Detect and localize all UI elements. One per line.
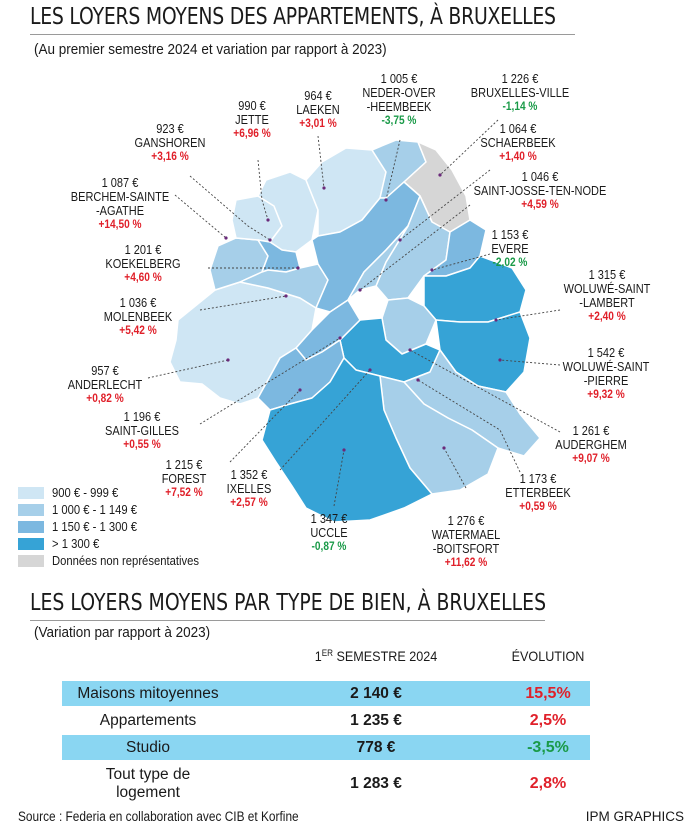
label-laeken: 964 € LAEKEN +3,01 % — [296, 89, 340, 130]
label-bruxelles-ville: 1 226 € BRUXELLES-VILLE -1,14 % — [470, 72, 570, 113]
row-price: 1 235 € — [350, 711, 402, 729]
label-watermael-boitsfort: 1 276 € WATERMAEL -BOITSFORT +11,62 % — [431, 514, 501, 569]
map-legend: 900 € - 999 € 1 000 € - 1 149 € 1 150 € … — [18, 484, 215, 569]
table-row: Maisons mitoyennes 2 140 € 15,5% — [62, 681, 590, 706]
legend-swatch — [18, 486, 44, 499]
row-price: 778 € — [356, 738, 396, 756]
table-row: Appartements 1 235 € 2,5% — [62, 708, 590, 733]
table-subtitle: (Variation par rapport à 2023) — [34, 624, 211, 641]
row-price: 2 140 € — [350, 684, 402, 702]
legend-item: 1 000 € - 1 149 € — [18, 501, 215, 518]
label-ixelles: 1 352 € IXELLES +2,57 % — [226, 468, 272, 509]
map-title: LES LOYERS MOYENS DES APPARTEMENTS, À BR… — [30, 4, 556, 30]
legend-label: Données non représentatives — [52, 553, 199, 568]
legend-label: 1 000 € - 1 149 € — [52, 502, 138, 517]
legend-swatch — [18, 520, 44, 533]
map-subtitle: (Au premier semestre 2024 et variation p… — [34, 41, 387, 58]
region-jette — [257, 171, 319, 253]
label-schaerbeek: 1 064 € SCHAERBEEK +1,40 % — [480, 122, 556, 163]
label-berchem: 1 087 € BERCHEM-SAINTE -AGATHE +14,50 % — [70, 176, 170, 231]
legend-item: 900 € - 999 € — [18, 484, 215, 501]
label-uccle: 1 347 € UCCLE -0,87 % — [310, 512, 348, 553]
label-anderlecht: 957 € ANDERLECHT +0,82 % — [67, 364, 143, 405]
table-row: Studio 778 € -3,5% — [62, 735, 590, 760]
row-evolution: 2,8% — [529, 775, 567, 792]
column-header-evolution: ÉVOLUTION — [511, 648, 585, 664]
title-rule — [30, 34, 575, 35]
table-title: LES LOYERS MOYENS PAR TYPE DE BIEN, À BR… — [30, 590, 547, 616]
row-type: Appartements — [99, 711, 197, 729]
table-row: Tout type de logement 1 283 € 2,8% — [62, 762, 590, 806]
label-koekelberg: 1 201 € KOEKELBERG +4,60 % — [105, 243, 181, 284]
column-header-period: 1ER SEMESTRE 2024 — [314, 648, 438, 664]
row-evolution: 2,5% — [529, 711, 567, 729]
legend-item: 1 150 € - 1 300 € — [18, 518, 215, 535]
row-evolution: 15,5% — [525, 684, 571, 702]
row-type: Maisons mitoyennes — [77, 684, 219, 702]
region-uccle — [261, 357, 433, 523]
legend-label: 1 150 € - 1 300 € — [52, 519, 138, 534]
row-type: Tout type de logement — [105, 766, 191, 801]
legend-item: Données non représentatives — [18, 552, 215, 569]
label-saint-josse: 1 046 € SAINT-JOSSE-TEN-NODE +4,59 % — [473, 170, 607, 211]
label-woluwe-saint-pierre: 1 542 € WOLUWÉ-SAINT -PIERRE +9,32 % — [562, 346, 650, 401]
label-ganshoren: 923 € GANSHOREN +3,16 % — [134, 122, 206, 163]
label-neder-over-heembeek: 1 005 € NEDER-OVER -HEEMBEEK -3,75 % — [362, 72, 436, 127]
label-etterbeek: 1 173 € ETTERBEEK +0,59 % — [505, 472, 571, 513]
label-jette: 990 € JETTE +6,96 % — [233, 99, 271, 140]
legend-label: > 1 300 € — [52, 536, 100, 551]
label-auderghem: 1 261 € AUDERGHEM +9,07 % — [555, 424, 627, 465]
legend-swatch — [18, 537, 44, 550]
row-price: 1 283 € — [350, 775, 402, 792]
legend-swatch — [18, 503, 44, 516]
legend-item: > 1 300 € — [18, 535, 215, 552]
label-molenbeek: 1 036 € MOLENBEEK +5,42 % — [103, 296, 173, 337]
graphics-credit: IPM GRAPHICS — [585, 809, 684, 824]
legend-swatch — [18, 554, 44, 567]
label-saint-gilles: 1 196 € SAINT-GILLES +0,55 % — [105, 410, 179, 451]
legend-label: 900 € - 999 € — [52, 485, 119, 500]
label-woluwe-saint-lambert: 1 315 € WOLUWÉ-SAINT -LAMBERT +2,40 % — [563, 268, 651, 323]
row-type: Studio — [126, 738, 170, 756]
label-evere: 1 153 € EVERE -2,02 % — [491, 228, 529, 269]
source-note: Source : Federia en collaboration avec C… — [18, 809, 299, 824]
label-forest: 1 215 € FOREST +7,52 % — [161, 458, 207, 499]
table-title-rule — [30, 620, 545, 621]
row-evolution: -3,5% — [527, 738, 569, 756]
